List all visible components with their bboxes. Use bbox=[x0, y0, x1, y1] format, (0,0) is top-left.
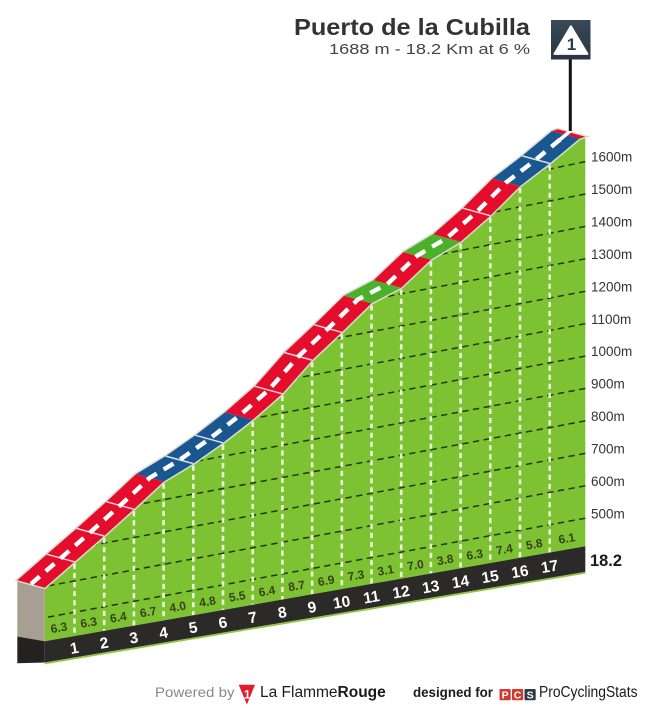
svg-text:1688 m - 18.2 Km at 6 %: 1688 m - 18.2 Km at 6 % bbox=[329, 41, 530, 58]
svg-text:5.5: 5.5 bbox=[228, 588, 247, 605]
svg-text:S: S bbox=[527, 690, 534, 702]
svg-text:1100m: 1100m bbox=[591, 312, 631, 327]
svg-text:6.7: 6.7 bbox=[139, 604, 158, 621]
svg-text:ProCyclingStats: ProCyclingStats bbox=[539, 684, 638, 701]
svg-text:5.8: 5.8 bbox=[525, 536, 544, 553]
svg-text:3.8: 3.8 bbox=[436, 551, 455, 568]
svg-text:4: 4 bbox=[158, 624, 170, 642]
svg-text:800m: 800m bbox=[591, 409, 625, 424]
svg-text:11: 11 bbox=[362, 588, 381, 608]
svg-text:Puerto de la Cubilla: Puerto de la Cubilla bbox=[294, 14, 531, 40]
svg-text:1: 1 bbox=[69, 640, 81, 658]
svg-text:15: 15 bbox=[480, 568, 500, 588]
svg-text:7.3: 7.3 bbox=[347, 567, 366, 584]
svg-text:9: 9 bbox=[306, 599, 318, 617]
svg-text:4.8: 4.8 bbox=[198, 593, 217, 610]
svg-text:1200m: 1200m bbox=[591, 279, 632, 294]
svg-text:designed for: designed for bbox=[413, 685, 494, 700]
svg-text:6: 6 bbox=[217, 614, 229, 632]
svg-text:Powered by: Powered by bbox=[155, 685, 235, 700]
svg-text:600m: 600m bbox=[591, 474, 625, 489]
svg-text:6.9: 6.9 bbox=[317, 572, 336, 589]
svg-text:8: 8 bbox=[277, 604, 289, 622]
svg-text:700m: 700m bbox=[591, 442, 625, 457]
svg-text:P: P bbox=[502, 690, 509, 702]
svg-text:16: 16 bbox=[510, 562, 530, 582]
svg-text:6.4: 6.4 bbox=[258, 583, 277, 600]
svg-text:500m: 500m bbox=[591, 506, 625, 521]
svg-text:18.2: 18.2 bbox=[590, 551, 622, 570]
svg-text:14: 14 bbox=[451, 573, 471, 593]
svg-text:6.3: 6.3 bbox=[50, 619, 69, 636]
svg-text:1300m: 1300m bbox=[591, 247, 632, 262]
svg-text:900m: 900m bbox=[591, 377, 625, 392]
svg-text:1: 1 bbox=[567, 35, 576, 54]
svg-text:2: 2 bbox=[99, 635, 110, 653]
svg-text:1500m: 1500m bbox=[591, 182, 632, 197]
svg-text:5: 5 bbox=[188, 619, 200, 637]
svg-text:7.4: 7.4 bbox=[495, 541, 514, 558]
svg-text:1400m: 1400m bbox=[591, 215, 632, 230]
svg-text:12: 12 bbox=[391, 583, 411, 603]
svg-text:7: 7 bbox=[247, 609, 258, 627]
svg-text:1: 1 bbox=[244, 688, 251, 702]
svg-text:C: C bbox=[514, 690, 522, 702]
svg-text:La FlammeRouge: La FlammeRouge bbox=[260, 684, 386, 701]
svg-text:4.0: 4.0 bbox=[168, 598, 187, 615]
svg-text:6.3: 6.3 bbox=[79, 614, 98, 631]
svg-text:17: 17 bbox=[540, 557, 560, 577]
svg-text:6.4: 6.4 bbox=[109, 609, 128, 626]
svg-text:13: 13 bbox=[421, 578, 441, 598]
svg-text:10: 10 bbox=[332, 593, 352, 613]
svg-text:3: 3 bbox=[128, 629, 140, 647]
svg-text:8.7: 8.7 bbox=[287, 578, 306, 595]
svg-text:1600m: 1600m bbox=[591, 150, 632, 165]
svg-text:6.3: 6.3 bbox=[465, 546, 484, 563]
svg-text:1000m: 1000m bbox=[591, 344, 632, 359]
svg-text:3.1: 3.1 bbox=[376, 562, 395, 579]
svg-text:7.0: 7.0 bbox=[406, 557, 425, 574]
svg-text:6.1: 6.1 bbox=[557, 530, 576, 547]
